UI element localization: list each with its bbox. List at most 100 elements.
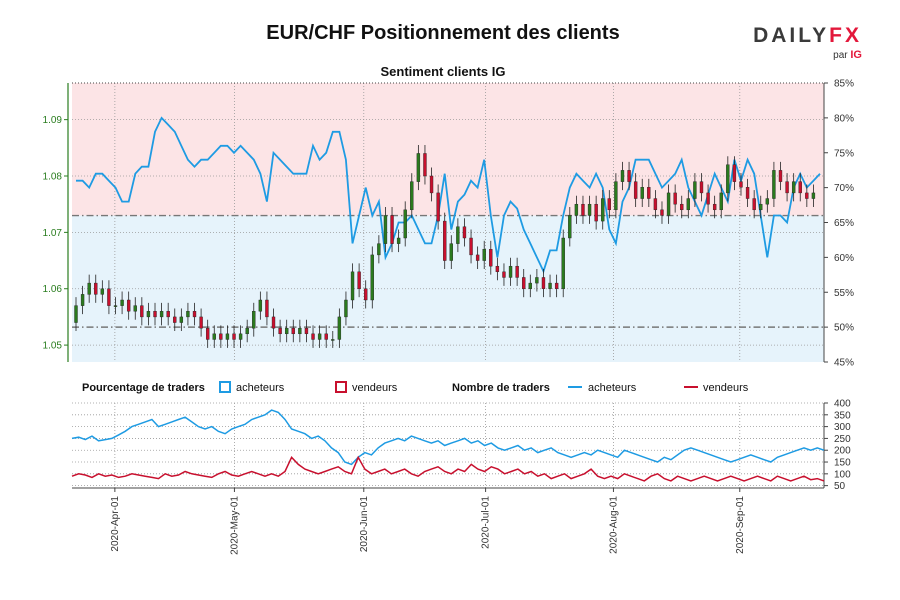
count-sellers-line bbox=[71, 455, 825, 482]
count-buyers-line bbox=[71, 409, 825, 466]
buyers-pct-line bbox=[76, 116, 821, 274]
candle bbox=[423, 153, 427, 177]
price-tick-label: 1.07 bbox=[43, 228, 63, 239]
candle bbox=[719, 192, 723, 211]
candle bbox=[475, 254, 480, 261]
candle bbox=[522, 277, 526, 289]
candle bbox=[594, 203, 598, 222]
candle bbox=[489, 249, 493, 267]
candle bbox=[601, 198, 605, 222]
candle bbox=[278, 327, 282, 335]
legend-pct-title: Pourcentage de traders bbox=[82, 382, 205, 394]
candle bbox=[660, 209, 664, 216]
candle bbox=[627, 170, 631, 182]
date-tick-label: 2020-May-01 bbox=[229, 496, 240, 555]
candle bbox=[712, 203, 717, 211]
candle bbox=[232, 333, 236, 340]
count-tick-label: 300 bbox=[834, 422, 851, 433]
candle bbox=[778, 170, 783, 182]
pct-tick-label: 45% bbox=[834, 358, 854, 369]
candle bbox=[370, 254, 374, 301]
candle bbox=[324, 333, 328, 340]
candle bbox=[80, 294, 85, 306]
candle bbox=[706, 192, 710, 205]
price-tick-label: 1.08 bbox=[43, 172, 63, 183]
candle bbox=[587, 203, 592, 216]
lower-sentiment-zone bbox=[72, 215, 824, 362]
candle bbox=[265, 299, 269, 318]
candle bbox=[192, 311, 197, 318]
candle bbox=[456, 226, 460, 244]
candle bbox=[212, 333, 216, 340]
pct-tick-label: 55% bbox=[834, 288, 854, 299]
candle bbox=[396, 237, 401, 244]
candle bbox=[462, 226, 467, 239]
candle bbox=[245, 327, 249, 335]
count-tick-label: 350 bbox=[834, 410, 851, 421]
price-tick-label: 1.09 bbox=[43, 115, 63, 126]
candle bbox=[653, 198, 658, 211]
candle bbox=[100, 288, 105, 295]
legend-pct-buyers: acheteurs bbox=[236, 382, 285, 394]
date-tick-label: 2020-Apr-01 bbox=[110, 496, 121, 552]
candle bbox=[528, 282, 532, 289]
candle bbox=[673, 192, 677, 205]
candle bbox=[107, 288, 111, 306]
candle bbox=[252, 311, 256, 329]
candle bbox=[745, 187, 750, 199]
candle bbox=[739, 181, 743, 188]
legend-pct-sellers: vendeurs bbox=[352, 382, 398, 394]
candle bbox=[113, 305, 118, 307]
candle bbox=[686, 198, 691, 211]
candle bbox=[350, 271, 355, 301]
candle bbox=[383, 215, 388, 244]
candle bbox=[390, 215, 394, 244]
legend-pct-sellers-swatch bbox=[335, 381, 347, 393]
candle bbox=[607, 198, 611, 211]
candle bbox=[173, 316, 177, 323]
candle bbox=[416, 153, 421, 182]
candle bbox=[443, 220, 447, 261]
candle bbox=[285, 327, 289, 335]
candle bbox=[166, 311, 170, 318]
price-sentiment-panel: 1.05 1.06 1.07 1.08 1.09 45% 50% 55% 60% 65% 70% 75… bbox=[43, 79, 855, 369]
candle bbox=[666, 192, 671, 216]
candle bbox=[508, 265, 513, 278]
candle bbox=[403, 209, 407, 239]
pct-tick-label: 80% bbox=[834, 113, 854, 124]
candle bbox=[798, 181, 802, 194]
candle bbox=[364, 288, 368, 301]
candle bbox=[561, 237, 565, 289]
candle bbox=[225, 333, 230, 340]
upper-sentiment-zone bbox=[72, 83, 824, 216]
candle bbox=[159, 311, 164, 318]
pct-tick-label: 70% bbox=[834, 183, 854, 194]
candle bbox=[541, 277, 546, 289]
candle bbox=[568, 215, 572, 239]
chart-subtitle: Sentiment clients IG bbox=[380, 64, 506, 79]
candle bbox=[146, 311, 151, 318]
candle bbox=[153, 311, 157, 318]
candle bbox=[317, 333, 322, 340]
candle bbox=[732, 164, 737, 182]
legend: Pourcentage de traders acheteurs vendeur… bbox=[82, 381, 749, 394]
pct-tick-label: 75% bbox=[834, 148, 854, 159]
candle bbox=[515, 265, 519, 278]
count-tick-label: 100 bbox=[834, 469, 851, 480]
date-tick-label: 2020-Aug-01 bbox=[608, 496, 619, 554]
candle bbox=[179, 316, 184, 323]
legend-count-sellers: vendeurs bbox=[703, 382, 749, 394]
candle bbox=[640, 187, 644, 199]
candle bbox=[133, 305, 137, 312]
count-tick-label: 250 bbox=[834, 434, 851, 445]
candle bbox=[449, 243, 453, 261]
legend-pct-buyers-swatch bbox=[219, 381, 231, 393]
candle bbox=[87, 282, 91, 295]
candle bbox=[805, 192, 809, 199]
candle bbox=[699, 181, 704, 194]
candle bbox=[482, 249, 486, 261]
candle bbox=[219, 333, 223, 340]
logo-word-fx: FX bbox=[829, 24, 862, 47]
